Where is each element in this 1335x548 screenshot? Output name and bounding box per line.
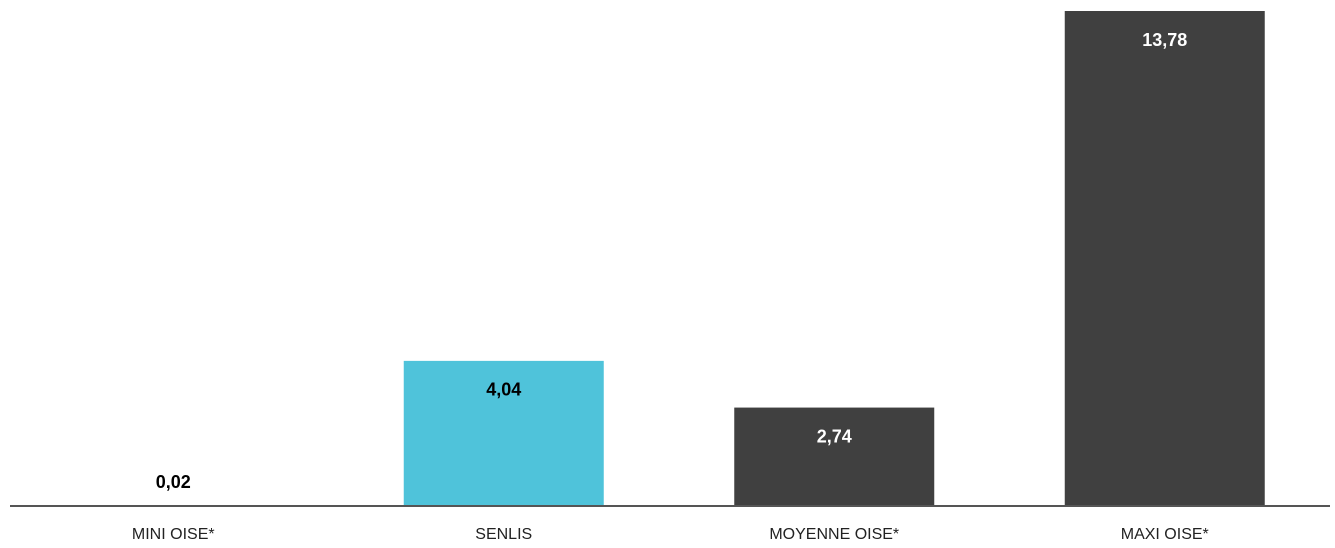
x-tick-label: MINI OISE*: [132, 526, 215, 543]
value-label: 0,02: [156, 472, 191, 492]
x-tick-label: MAXI OISE*: [1121, 526, 1209, 543]
bar: [403, 360, 604, 506]
value-label: 2,74: [817, 426, 852, 446]
value-label: 13,78: [1142, 30, 1187, 50]
value-label: 4,04: [486, 380, 521, 400]
bar: [734, 407, 935, 506]
x-tick-label: SENLIS: [475, 526, 532, 543]
bar: [1064, 11, 1265, 506]
x-tick-label: MOYENNE OISE*: [769, 526, 899, 543]
